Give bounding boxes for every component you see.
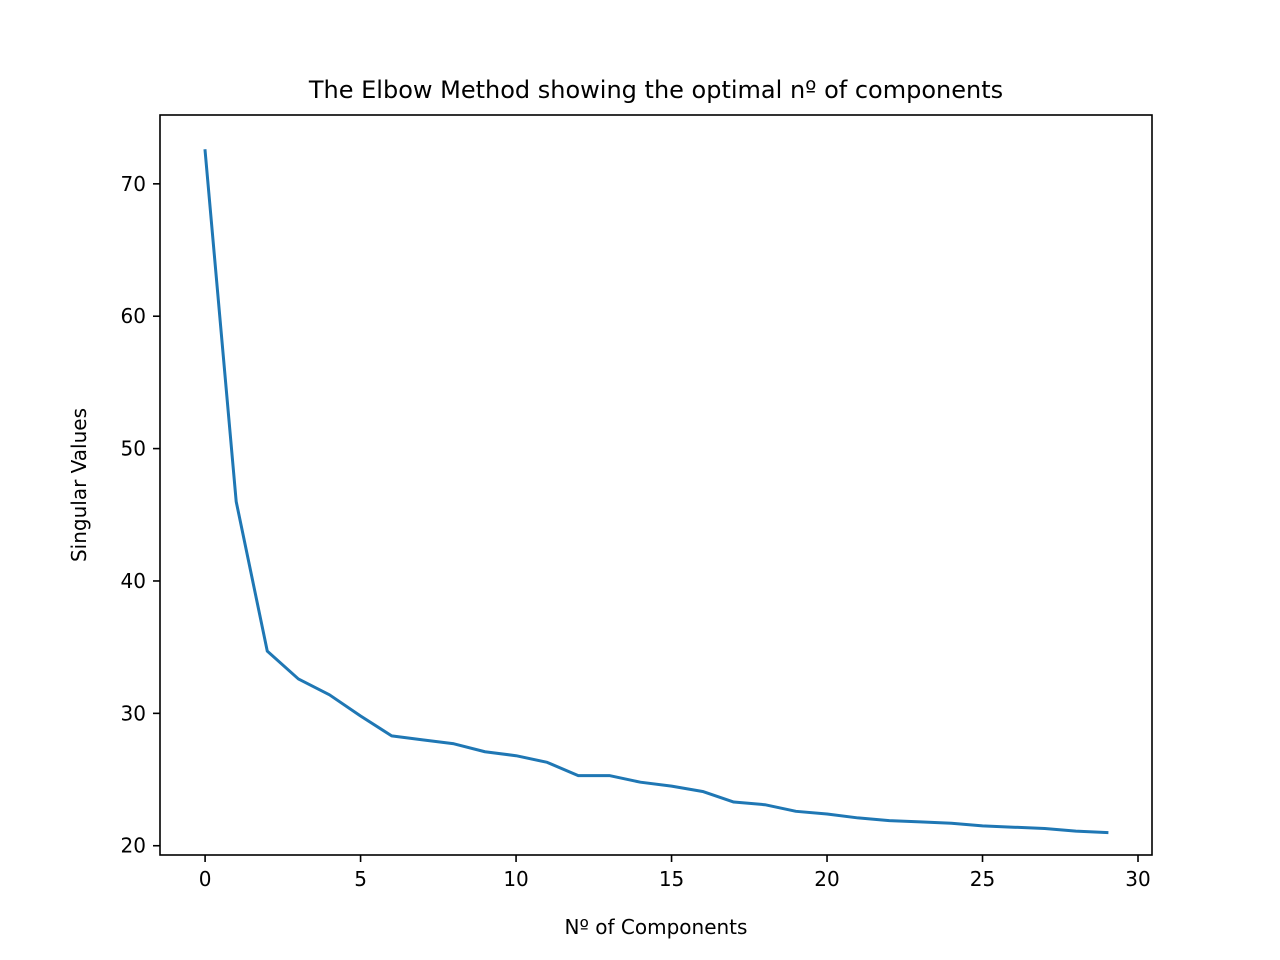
x-axis: 0 5 10 15 20 25 30 xyxy=(199,855,1151,891)
x-tick-label: 5 xyxy=(354,867,367,891)
x-tick-label: 25 xyxy=(970,867,995,891)
y-tick-label: 40 xyxy=(121,569,146,593)
series-layer xyxy=(203,149,1109,835)
x-tick-label: 30 xyxy=(1125,867,1150,891)
x-axis-label: Nº of Components xyxy=(565,915,748,939)
y-tick-label: 50 xyxy=(121,437,146,461)
x-tick-label: 15 xyxy=(659,867,684,891)
y-axis-label: Singular Values xyxy=(67,408,91,562)
series-line xyxy=(203,149,1109,835)
y-axis: 20 30 40 50 60 70 xyxy=(121,172,160,858)
x-tick-label: 10 xyxy=(503,867,528,891)
plot-area-frame xyxy=(159,114,1153,856)
x-tick-label: 20 xyxy=(814,867,839,891)
y-tick-label: 70 xyxy=(121,172,146,196)
y-tick-label: 60 xyxy=(121,304,146,328)
y-tick-label: 20 xyxy=(121,834,146,858)
y-tick-label: 30 xyxy=(121,701,146,725)
x-tick-label: 0 xyxy=(199,867,212,891)
chart-title: The Elbow Method showing the optimal nº … xyxy=(308,76,1003,104)
